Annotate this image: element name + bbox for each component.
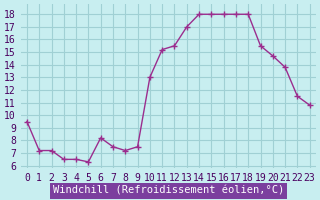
- X-axis label: Windchill (Refroidissement éolien,°C): Windchill (Refroidissement éolien,°C): [53, 186, 284, 196]
